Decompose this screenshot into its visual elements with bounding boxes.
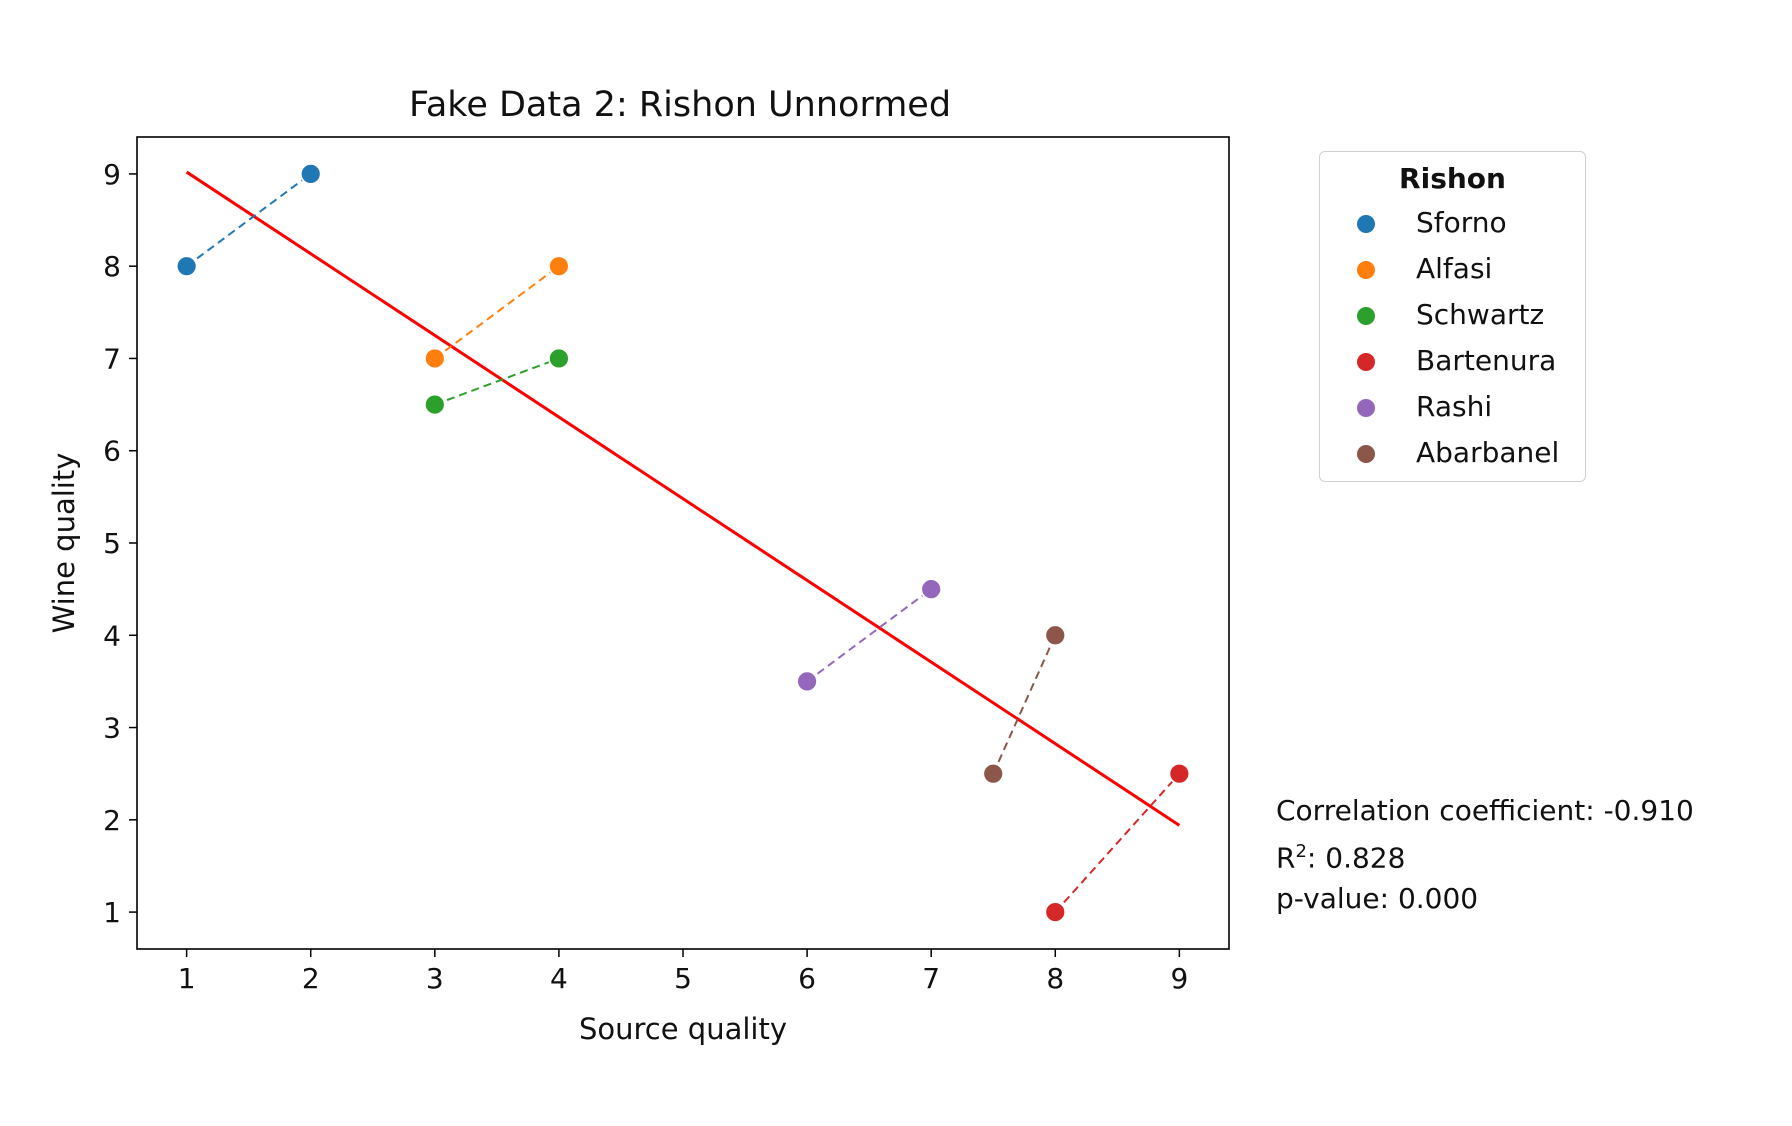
series-rashi-point [796, 670, 818, 693]
r2-text: R2: 0.828 [1276, 831, 1694, 878]
legend-item-sforno: Sforno [1320, 204, 1585, 244]
legend-marker [1357, 307, 1375, 325]
legend: Rishon Sforno Alfasi Schwartz Bartenura Rash… [1319, 151, 1586, 482]
x-tick-label: 2 [302, 962, 320, 995]
series-sforno-point [299, 163, 322, 185]
series-alfasi-connector [434, 265, 560, 360]
series-schwartz [423, 347, 570, 416]
series-rashi-connector [806, 588, 932, 683]
x-tick-label: 1 [178, 962, 196, 995]
series-bartenura-connector [1054, 773, 1181, 913]
legend-label: Schwartz [1416, 298, 1545, 331]
y-tick-label: 9 [103, 158, 121, 191]
x-tick-label: 3 [426, 962, 444, 995]
y-tick-label: 8 [103, 250, 121, 283]
legend-marker [1357, 353, 1375, 371]
legend-marker [1357, 261, 1375, 279]
stats-annotation: Correlation coefficient: -0.910 R2: 0.82… [1276, 790, 1694, 919]
y-tick-label: 6 [103, 435, 121, 468]
legend-item-bartenura: Bartenura [1320, 342, 1585, 382]
legend-label: Abarbanel [1416, 436, 1560, 469]
series-sforno-connector [186, 173, 312, 267]
series-abarbanel-connector [992, 634, 1057, 775]
series-rashi [796, 578, 943, 693]
legend-item-abarbanel: Abarbanel [1320, 434, 1585, 474]
series-rashi-point [920, 578, 943, 601]
series-abarbanel-point [982, 762, 1005, 785]
series-schwartz-point [423, 393, 446, 416]
series-schwartz-point [548, 347, 570, 370]
y-tick-label: 2 [103, 804, 121, 837]
regression-line [185, 170, 1181, 827]
legend-title: Rishon [1399, 162, 1506, 195]
legend-item-rashi: Rashi [1320, 388, 1585, 428]
series-abarbanel [982, 624, 1067, 785]
x-tick-label: 9 [1170, 962, 1188, 995]
pvalue-text: p-value: 0.000 [1276, 882, 1479, 916]
series-sforno-point [175, 255, 198, 278]
series-bartenura-point [1044, 901, 1067, 923]
legend-label: Rashi [1416, 390, 1493, 423]
x-tick-label: 5 [674, 962, 692, 995]
x-axis-label: Source quality [579, 1012, 787, 1046]
r2-value: : 0.828 [1306, 841, 1406, 875]
y-tick-label: 3 [103, 712, 121, 745]
series-bartenura [1044, 762, 1191, 923]
correlation-text: Correlation coefficient: -0.910 [1276, 794, 1694, 827]
x-tick-label: 6 [798, 962, 816, 995]
x-tick-label: 8 [1046, 962, 1064, 995]
legend-item-alfasi: Alfasi [1320, 250, 1585, 290]
series-alfasi [423, 255, 570, 370]
y-tick-label: 7 [103, 342, 121, 375]
legend-item-schwartz: Schwartz [1320, 296, 1585, 336]
x-tick-label: 4 [550, 962, 568, 995]
legend-marker [1357, 445, 1375, 463]
legend-marker [1357, 399, 1375, 417]
r2-superscript: 2 [1295, 841, 1307, 862]
y-tick-label: 5 [103, 527, 121, 560]
legend-label: Sforno [1416, 206, 1507, 239]
legend-marker [1357, 215, 1375, 233]
series-sforno [175, 163, 322, 278]
legend-label: Alfasi [1416, 252, 1493, 285]
y-tick-label: 4 [103, 619, 121, 652]
series-abarbanel-point [1044, 624, 1067, 647]
x-tick-label: 7 [922, 962, 940, 995]
legend-label: Bartenura [1416, 344, 1557, 377]
series-alfasi-point [548, 255, 570, 278]
plot-area [136, 136, 1230, 950]
chart-title: Fake Data 2: Rishon Unnormed [409, 85, 951, 125]
series-schwartz-connector [434, 357, 560, 406]
y-axis-label: Wine quality [47, 453, 81, 634]
r2-prefix: R [1276, 841, 1296, 875]
y-tick-label: 1 [103, 896, 121, 929]
series-alfasi-point [423, 347, 446, 370]
series-bartenura-point [1168, 762, 1191, 785]
